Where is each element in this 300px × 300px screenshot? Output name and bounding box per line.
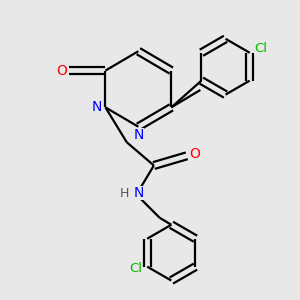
Text: Cl: Cl — [129, 262, 142, 275]
Text: N: N — [92, 100, 102, 114]
Text: H: H — [119, 187, 129, 200]
Text: N: N — [133, 128, 144, 142]
Text: N: N — [133, 186, 144, 200]
Text: O: O — [189, 147, 200, 161]
Text: Cl: Cl — [254, 42, 267, 56]
Text: O: O — [56, 64, 67, 78]
